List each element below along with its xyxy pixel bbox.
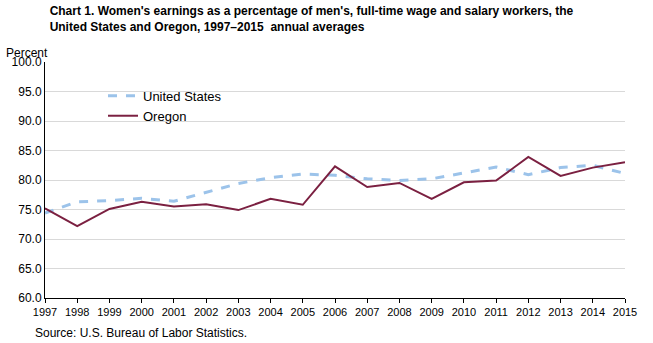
svg-text:2006: 2006 bbox=[323, 306, 347, 318]
svg-text:United States: United States bbox=[143, 89, 222, 104]
svg-text:65.0: 65.0 bbox=[18, 262, 42, 276]
svg-text:1997: 1997 bbox=[33, 306, 57, 318]
svg-text:Chart 1. Women's earnings as a: Chart 1. Women's earnings as a percentag… bbox=[50, 4, 574, 34]
svg-text:80.0: 80.0 bbox=[18, 173, 42, 187]
svg-text:2007: 2007 bbox=[355, 306, 379, 318]
svg-text:Percent: Percent bbox=[6, 46, 48, 60]
svg-text:2005: 2005 bbox=[291, 306, 315, 318]
svg-text:2008: 2008 bbox=[387, 306, 411, 318]
svg-text:2015: 2015 bbox=[613, 306, 637, 318]
svg-text:2000: 2000 bbox=[129, 306, 153, 318]
svg-text:95.0: 95.0 bbox=[18, 85, 42, 99]
svg-text:1999: 1999 bbox=[97, 306, 121, 318]
svg-text:2010: 2010 bbox=[452, 306, 476, 318]
svg-text:2001: 2001 bbox=[162, 306, 186, 318]
svg-text:Oregon: Oregon bbox=[143, 109, 186, 124]
svg-text:70.0: 70.0 bbox=[18, 232, 42, 246]
svg-text:2014: 2014 bbox=[581, 306, 605, 318]
svg-text:2012: 2012 bbox=[516, 306, 540, 318]
svg-text:2013: 2013 bbox=[548, 306, 572, 318]
svg-text:2002: 2002 bbox=[194, 306, 218, 318]
svg-text:85.0: 85.0 bbox=[18, 144, 42, 158]
svg-text:1998: 1998 bbox=[65, 306, 89, 318]
svg-text:2004: 2004 bbox=[258, 306, 282, 318]
svg-text:90.0: 90.0 bbox=[18, 114, 42, 128]
svg-text:60.0: 60.0 bbox=[18, 291, 42, 305]
svg-text:2009: 2009 bbox=[419, 306, 443, 318]
svg-text:Source: U.S. Bureau of Labor S: Source: U.S. Bureau of Labor Statistics. bbox=[35, 326, 247, 340]
svg-text:2003: 2003 bbox=[226, 306, 250, 318]
svg-text:75.0: 75.0 bbox=[18, 203, 42, 217]
svg-text:100.0: 100.0 bbox=[12, 55, 42, 69]
svg-text:2011: 2011 bbox=[484, 306, 508, 318]
